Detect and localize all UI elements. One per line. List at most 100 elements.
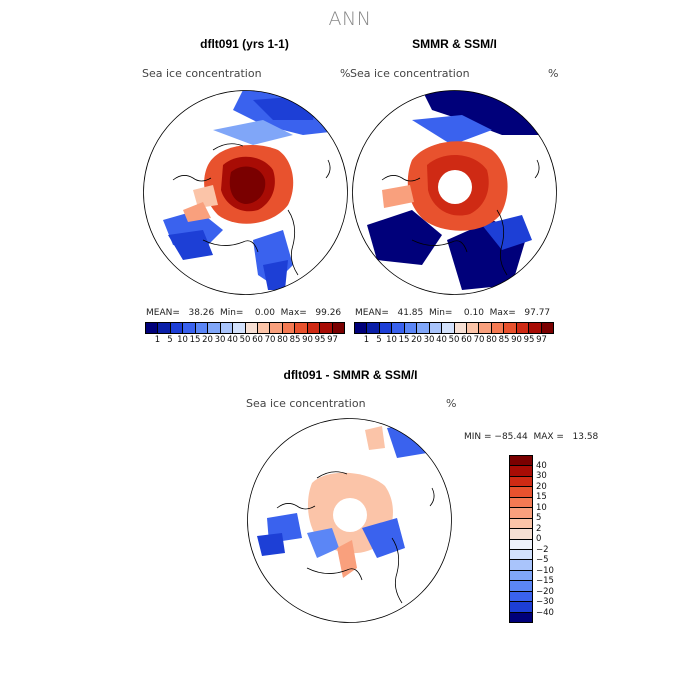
stats-obs: MEAN= 41.85 Min= 0.10 Max= 97.77: [355, 308, 551, 318]
colorbar-swatch: [220, 323, 234, 333]
colorbar-ticks-diff: 40 30 20 15 10 5 2 0 −2 −5 −10 −15 −20 −30 −40: [536, 455, 576, 621]
colorbar-tick-label: 95: [314, 335, 326, 345]
colorbar-swatch: [504, 323, 517, 333]
colorbar-swatch: [510, 508, 532, 519]
colorbar-swatch: [245, 323, 258, 333]
colorbar-tick-label: 40: [227, 335, 238, 345]
colorbar-tick-label: 70: [473, 335, 485, 345]
colorbar-tick-label: 40: [536, 460, 547, 471]
colorbar-tick-label: 1: [363, 335, 370, 345]
colorbar-swatch: [510, 560, 532, 571]
colorbar-swatch: [454, 323, 467, 333]
colorbar-swatch: [208, 323, 221, 333]
colorbar-tick-label: 5: [376, 335, 382, 345]
colorbar-tick-label: 80: [277, 335, 288, 345]
colorbar-swatch: [510, 581, 532, 592]
colorbar-tick-label: 5: [167, 335, 173, 345]
colorbar-tick-label: 85: [289, 335, 301, 345]
colorbar-swatch: [529, 323, 542, 333]
map-diff: [247, 418, 452, 623]
colorbar-swatch: [295, 323, 308, 333]
colorbar-tick-label: −15: [536, 576, 554, 586]
colorbar-tick-label: 15: [398, 335, 410, 345]
colorbar-swatch: [355, 323, 368, 333]
colorbar-swatch: [183, 323, 196, 333]
colorbar-swatch: [510, 476, 532, 488]
colorbar-tick-label: 10: [536, 502, 547, 513]
panel-title-obs: SMMR & SSM/I: [412, 37, 497, 51]
panel-title-model: dflt091 (yrs 1-1): [200, 37, 289, 51]
colorbar-swatch: [510, 487, 532, 498]
panel-title-diff: dflt091 - SMMR & SSM/I: [283, 368, 418, 382]
colorbar-tick-label: 40: [436, 335, 447, 345]
colorbar-swatch: [257, 323, 271, 333]
colorbar-swatch: [510, 529, 532, 540]
colorbar-swatch: [170, 323, 184, 333]
colorbar-tick-label: −20: [536, 586, 554, 597]
colorbar-tick-label: 2: [536, 523, 542, 534]
colorbar-swatch: [510, 456, 532, 467]
colorbar-tick-label: 90: [511, 335, 522, 345]
colorbar-tick-label: 60: [461, 335, 472, 345]
colorbar-tick-label: 85: [498, 335, 510, 345]
colorbar-swatch: [320, 323, 333, 333]
colorbar-tick-label: 1: [154, 335, 161, 345]
colorbar-tick-label: 10: [177, 335, 188, 345]
colorbar-swatch: [392, 323, 405, 333]
colorbar-tick-label: −2: [536, 544, 549, 555]
colorbar-tick-label: 90: [302, 335, 313, 345]
colorbar-tick-label: 30: [423, 335, 435, 345]
colorbar-swatch: [282, 323, 296, 333]
colorbar-tick-label: 0: [536, 534, 542, 544]
page-title: ANN: [328, 8, 372, 30]
colorbar-swatch: [270, 323, 283, 333]
colorbar-tick-label: 10: [386, 335, 397, 345]
colorbar-swatch: [516, 323, 530, 333]
map-obs: [352, 90, 557, 295]
colorbar-swatch: [510, 518, 532, 530]
colorbar-tick-label: 20: [411, 335, 422, 345]
colorbar-tick-label: −5: [536, 555, 549, 565]
colorbar-swatch: [367, 323, 380, 333]
colorbar-tick-label: −40: [536, 607, 554, 618]
units-label-model: %: [340, 67, 351, 80]
colorbar-tick-label: 20: [202, 335, 213, 345]
colorbar-swatch: [510, 591, 532, 603]
colorbar-model: [145, 322, 345, 334]
colorbar-swatch: [479, 323, 492, 333]
colorbar-tick-label: −30: [536, 597, 554, 607]
colorbar-tick-label: 15: [536, 492, 547, 502]
colorbar-tick-label: 80: [486, 335, 497, 345]
colorbar-swatch: [379, 323, 393, 333]
colorbar-swatch: [158, 323, 171, 333]
colorbar-tick-label: 5: [536, 513, 542, 523]
colorbar-obs: [354, 322, 554, 334]
colorbar-swatch: [541, 323, 553, 333]
colorbar-swatch: [146, 323, 159, 333]
colorbar-tick-label: 97: [327, 335, 338, 345]
colorbar-swatch: [417, 323, 430, 333]
units-label-obs: %: [548, 67, 559, 80]
colorbar-swatch: [510, 612, 532, 622]
colorbar-swatch: [195, 323, 209, 333]
colorbar-tick-label: −10: [536, 565, 554, 576]
colorbar-swatch: [491, 323, 505, 333]
colorbar-swatch: [429, 323, 443, 333]
colorbar-tick-label: 70: [264, 335, 276, 345]
colorbar-swatch: [466, 323, 480, 333]
colorbar-tick-label: 60: [252, 335, 263, 345]
minmax-diff: MIN = −85.44 MAX = 13.58: [464, 432, 599, 442]
field-label-obs: Sea ice concentration: [350, 67, 470, 80]
colorbar-swatch: [233, 323, 246, 333]
colorbar-swatch: [510, 602, 532, 613]
colorbar-tick-label: 50: [448, 335, 460, 345]
colorbar-ticks-obs: 1 5 10 15 20 30 40 50 60 70 80 85 90 95 97: [354, 335, 552, 347]
colorbar-swatch: [404, 323, 418, 333]
units-label-diff: %: [446, 397, 457, 410]
colorbar-swatch: [510, 466, 532, 477]
colorbar-swatch: [332, 323, 344, 333]
colorbar-swatch: [307, 323, 321, 333]
colorbar-swatch: [510, 539, 532, 550]
colorbar-swatch: [510, 549, 532, 561]
colorbar-swatch: [510, 497, 532, 509]
